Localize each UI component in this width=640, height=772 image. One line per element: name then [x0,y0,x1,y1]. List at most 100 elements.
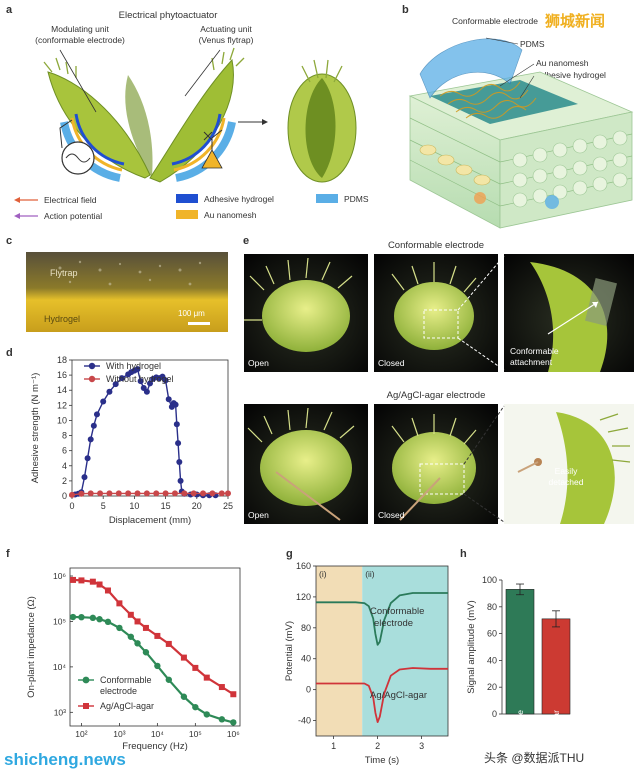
photo-zoom-agcl: Easily detached [504,404,634,524]
data-point [116,624,123,632]
y-tick-label: 4 [62,461,67,471]
data-point [78,490,85,497]
panel-a: a Electrical phytoactuator Modulating un… [6,4,369,221]
x-axis-label: Time (s) [365,755,399,766]
scale-bar [188,322,210,325]
panel-e: e Conformable electrode Ag/AgCl-agar ele… [243,235,634,524]
y-tick-label: 160 [296,561,311,571]
plot-frame [315,565,449,737]
x-tick-label: 3 [419,741,424,751]
panel-a-letter: a [6,4,13,16]
panel-b-label-nanomesh: Au nanomesh [536,58,589,68]
data-point [218,684,225,691]
data-point [69,491,75,498]
data-point [203,711,210,718]
data-point [192,703,199,711]
hydrogel-region-label: Hydrogel [44,314,80,324]
legend-label: electrode [100,686,137,696]
data-point [89,578,96,585]
watermark-top-right: 狮城新闻 [544,12,605,30]
x-tick-label: 5 [101,501,106,511]
panel-g-letter: g [286,548,293,560]
y-tick-label: 0 [306,685,311,695]
photo-zoom-conformable: Conformable attachment [504,254,634,372]
x-tick-label: 10⁵ [189,729,202,739]
data-point [203,674,210,681]
data-point [230,719,237,726]
photo-open-agcl: Open [244,404,368,524]
x-tick-label: 20 [192,501,202,511]
data-point [154,662,161,670]
data-point [134,490,141,497]
legend-action-potential: Action potential [44,211,102,221]
data-point [134,366,141,373]
actuating-unit-label: Actuating unit [200,24,252,34]
data-point [118,375,125,382]
data-point [181,490,188,497]
data-point [165,396,172,403]
impedance-chart: 10² 10³ 10⁴ 10⁵ 10⁶ 10³ 10⁴ 10⁵ 10⁶ Frequency (Hz… [26,567,241,752]
flytrap-region-label: Flytrap [50,268,78,278]
data-point [87,436,94,443]
data-point [127,633,135,640]
legend-label: Without hydrogel [106,374,174,384]
data-point [176,459,183,465]
data-point [78,577,85,584]
region-label: (ii) [365,569,375,579]
data-point [106,388,113,395]
region-label: (i) [319,569,327,579]
data-point [112,381,119,388]
y-tick-label: 60 [487,629,497,639]
watermark-bottom-right: 头条 @数据派THU [484,750,584,765]
data-point [96,581,103,588]
panel-d: d 0 5 10 15 20 25 0 2 4 6 8 10 12 14 16 18 Displacement … [6,347,233,526]
data-point [84,455,91,462]
y-tick-label: 14 [57,385,67,395]
photo-label-open-2: Open [248,510,269,520]
y-tick-label: 10⁵ [53,616,66,626]
panel-c: c Flytrap Hydrogel 100 μm [6,235,228,332]
photo-label-open-1: Open [248,358,269,368]
data-point [87,490,94,497]
data-point [154,632,161,639]
legend-au-nanomesh: Au nanomesh [204,210,257,220]
plot-frame [69,567,241,727]
y-tick-label: 12 [57,400,67,410]
data-point [115,490,122,497]
y-tick-label: 10⁶ [53,571,66,581]
data-point [116,600,123,607]
x-tick-label: 0 [69,501,74,511]
y-tick-label: 2 [62,476,67,486]
legend-adhesive-hydrogel: Adhesive hydrogel [204,194,274,204]
panel-b: b Conformable electrode PDMS Au nanomesh… [402,4,634,229]
x-tick-label: 10⁴ [151,729,164,739]
data-point [78,613,85,621]
data-point [142,624,149,631]
series-line [72,615,234,724]
data-point [180,654,187,661]
plot-frame [71,359,229,497]
scale-bar-label: 100 μm [178,309,205,318]
bar-category-label: Conformable electrode [515,710,525,772]
y-axis-label: Potential (mV) [284,621,295,681]
data-point [143,490,150,497]
data-point [81,474,88,481]
photo-label-detach-2: detached [549,477,584,487]
actuating-unit-sub: (Venus flytrap) [199,35,254,45]
panel-h-letter: h [460,548,467,560]
panel-c-letter: c [6,235,12,247]
x-tick-label: 10 [129,501,139,511]
bar-category-label: Ag/AgCl-agar [551,710,561,761]
closed-flytrap-illustration [287,59,357,183]
data-point [147,380,153,387]
y-tick-label: 40 [301,654,311,664]
data-point [175,440,182,447]
y-tick-label: 16 [57,370,67,380]
x-tick-label: 10² [75,729,87,739]
x-tick-label: 10⁶ [227,729,240,739]
photo-label-attach-1: Conformable [510,346,559,356]
legend-label: Conformable [100,675,152,685]
data-point [177,477,184,484]
data-point [218,490,225,497]
